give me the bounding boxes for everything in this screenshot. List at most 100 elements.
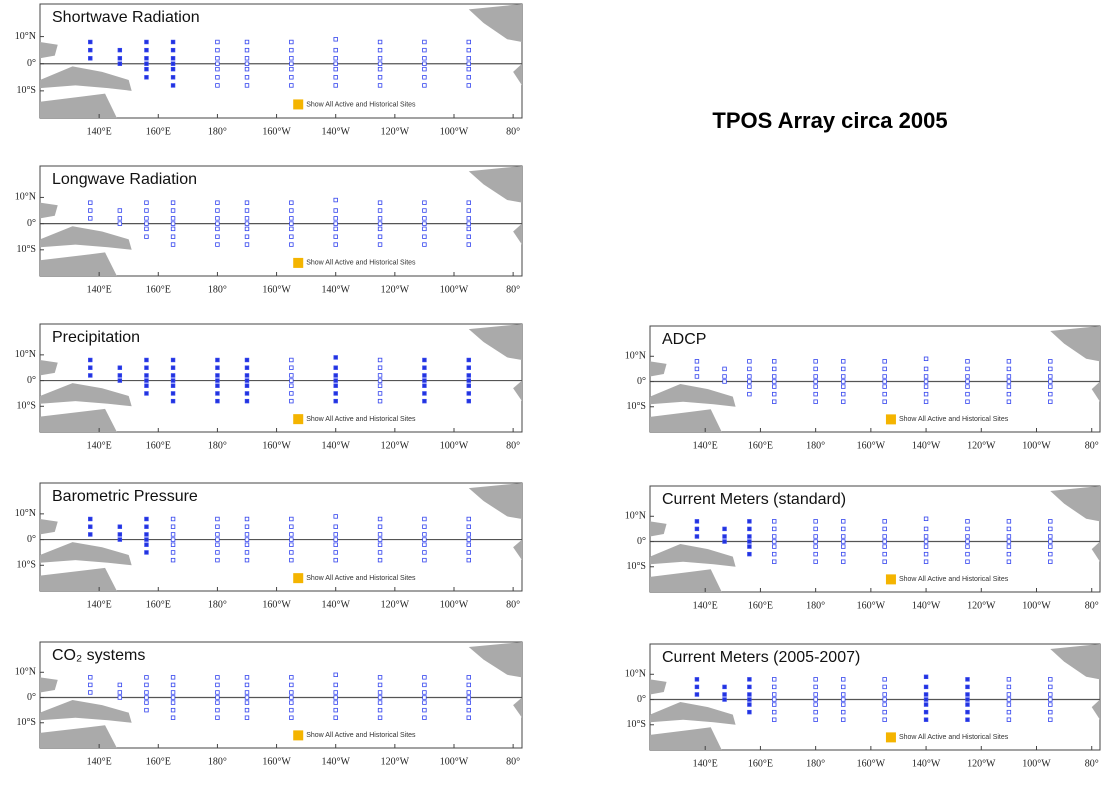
legend-label[interactable]: Show All Active and Historical Sites bbox=[899, 734, 1009, 741]
land bbox=[650, 702, 736, 725]
lon-label: 140°W bbox=[321, 599, 350, 610]
site-marker bbox=[722, 366, 727, 372]
lon-label: 120°W bbox=[967, 600, 996, 611]
site-marker bbox=[422, 200, 427, 205]
site-marker bbox=[88, 682, 93, 688]
site-marker bbox=[965, 717, 970, 722]
land bbox=[40, 700, 132, 723]
site-marker bbox=[215, 383, 220, 388]
lat-label: 10°N bbox=[625, 669, 646, 680]
site-marker bbox=[923, 379, 929, 384]
land bbox=[40, 725, 117, 748]
site-marker bbox=[813, 359, 818, 364]
legend-toggle[interactable] bbox=[885, 414, 896, 425]
site-marker bbox=[722, 697, 727, 702]
site-marker bbox=[333, 715, 338, 720]
site-marker bbox=[422, 75, 427, 80]
site-marker bbox=[422, 383, 427, 388]
site-marker bbox=[244, 524, 250, 529]
site-marker bbox=[333, 672, 338, 678]
lat-label: 0° bbox=[27, 534, 36, 545]
legend-label[interactable]: Show All Active and Historical Sites bbox=[899, 416, 1009, 423]
land bbox=[40, 408, 117, 432]
site-marker bbox=[170, 242, 176, 247]
site-marker bbox=[882, 702, 887, 707]
site-marker bbox=[215, 216, 220, 221]
site-marker bbox=[841, 374, 846, 379]
site-marker bbox=[244, 66, 250, 72]
site-marker bbox=[422, 378, 427, 383]
site-marker bbox=[244, 690, 250, 695]
site-marker bbox=[377, 216, 383, 221]
site-marker bbox=[841, 702, 846, 707]
site-marker bbox=[422, 524, 427, 529]
site-marker bbox=[170, 715, 176, 720]
site-marker bbox=[1006, 519, 1012, 524]
site-marker bbox=[289, 524, 294, 529]
site-marker bbox=[772, 559, 777, 564]
legend-toggle[interactable] bbox=[293, 99, 304, 110]
lon-label: 120°W bbox=[381, 756, 410, 767]
site-marker bbox=[170, 56, 176, 61]
legend-label[interactable]: Show All Active and Historical Sites bbox=[306, 416, 416, 423]
site-marker bbox=[215, 75, 220, 80]
site-marker bbox=[215, 690, 220, 695]
site-marker bbox=[694, 692, 700, 697]
site-marker bbox=[170, 357, 176, 363]
site-marker bbox=[377, 56, 383, 61]
site-marker bbox=[422, 226, 427, 232]
lon-label: 80° bbox=[1085, 758, 1099, 769]
site-marker bbox=[813, 717, 818, 722]
legend-toggle[interactable] bbox=[293, 730, 304, 741]
site-marker bbox=[422, 56, 427, 61]
site-marker bbox=[289, 707, 294, 713]
lon-label: 120°W bbox=[967, 758, 996, 769]
site-marker bbox=[841, 544, 846, 549]
site-marker bbox=[466, 39, 471, 45]
site-marker bbox=[1006, 374, 1012, 379]
legend-label[interactable]: Show All Active and Historical Sites bbox=[306, 575, 416, 582]
site-marker bbox=[244, 208, 250, 213]
site-marker bbox=[289, 532, 294, 537]
site-marker bbox=[882, 677, 887, 682]
legend-toggle[interactable] bbox=[293, 257, 304, 268]
legend-toggle[interactable] bbox=[885, 732, 896, 743]
site-marker bbox=[1048, 539, 1053, 544]
site-marker bbox=[144, 550, 149, 555]
site-marker bbox=[377, 383, 383, 388]
legend-label[interactable]: Show All Active and Historical Sites bbox=[306, 732, 416, 739]
map-frame bbox=[39, 165, 523, 277]
land bbox=[513, 223, 522, 245]
legend-toggle[interactable] bbox=[293, 414, 304, 425]
site-marker bbox=[882, 544, 887, 549]
lon-label: 140°W bbox=[321, 440, 350, 451]
site-marker bbox=[923, 356, 929, 362]
lon-label: 100°W bbox=[440, 756, 469, 767]
legend-label[interactable]: Show All Active and Historical Sites bbox=[306, 260, 416, 267]
site-marker bbox=[215, 221, 220, 226]
site-marker bbox=[117, 365, 123, 370]
site-marker bbox=[965, 519, 970, 524]
legend-label[interactable]: Show All Active and Historical Sites bbox=[306, 101, 416, 108]
site-marker bbox=[882, 534, 887, 539]
site-marker bbox=[289, 537, 294, 542]
lon-label: 120°W bbox=[967, 440, 996, 451]
site-marker bbox=[1006, 697, 1012, 702]
site-marker bbox=[88, 208, 93, 213]
site-marker bbox=[422, 234, 427, 239]
lon-label: 160°W bbox=[262, 599, 291, 610]
site-marker bbox=[88, 47, 93, 53]
site-marker bbox=[144, 700, 149, 705]
legend-toggle[interactable] bbox=[885, 574, 896, 585]
legend-label[interactable]: Show All Active and Historical Sites bbox=[899, 576, 1009, 583]
site-marker bbox=[747, 379, 752, 384]
site-marker bbox=[422, 216, 427, 221]
site-marker bbox=[772, 697, 777, 702]
site-marker bbox=[422, 537, 427, 542]
site-marker bbox=[466, 242, 471, 247]
land bbox=[1091, 541, 1100, 562]
site-marker bbox=[244, 234, 250, 239]
site-marker bbox=[694, 677, 700, 682]
site-marker bbox=[841, 692, 846, 697]
legend-toggle[interactable] bbox=[293, 573, 304, 584]
